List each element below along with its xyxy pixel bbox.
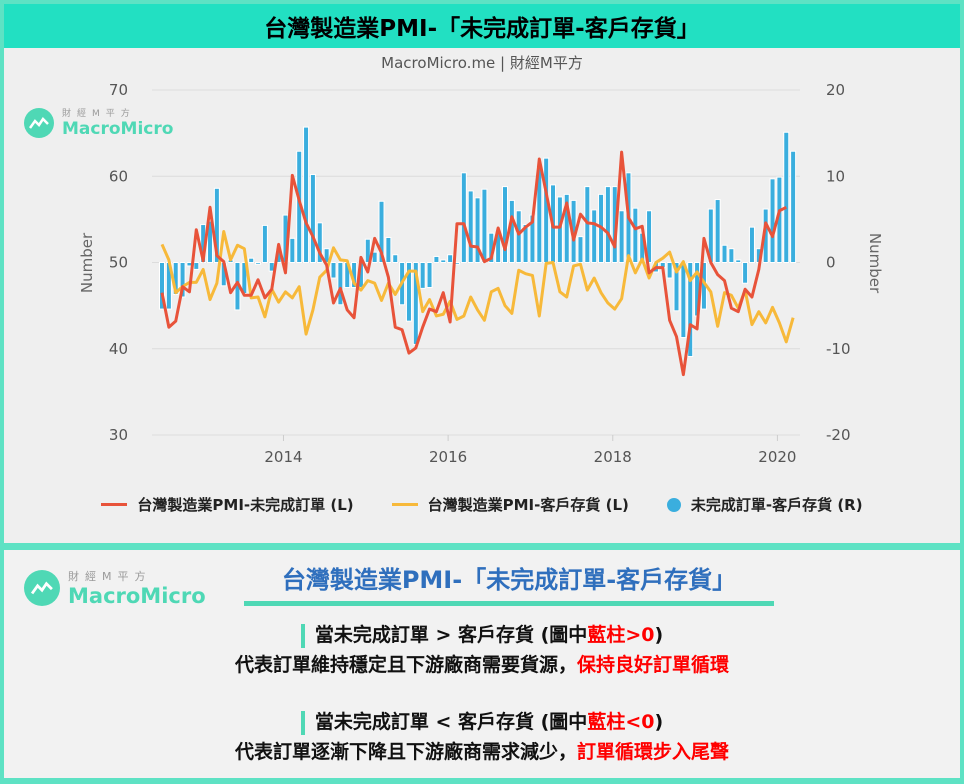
left-axis-tick-label: 40 [109, 340, 128, 358]
bar-difference [255, 262, 262, 265]
x-axis-tick-label: 2018 [594, 448, 632, 466]
red-line-swatch-icon [101, 503, 128, 506]
legend-item-unfilled-orders[interactable]: 台灣製造業PMI-未完成訂單 (L) [101, 494, 354, 515]
bar-difference [303, 126, 310, 264]
blue-dot-swatch-icon [666, 497, 681, 512]
left-axis-tick-label: 70 [109, 81, 128, 99]
left-axis-tick-label: 50 [109, 254, 128, 272]
line-unfilled-orders [160, 150, 787, 377]
bar-difference [213, 187, 220, 263]
bar-difference [159, 262, 165, 310]
bar-difference [447, 254, 454, 264]
bar-difference [330, 262, 337, 279]
bar-difference [460, 172, 467, 263]
bar-difference [646, 210, 653, 263]
right-axis-tick-label: 10 [826, 167, 845, 185]
bar-difference [563, 193, 570, 263]
right-axis-tick-label: -10 [826, 340, 851, 358]
bar-difference [543, 157, 550, 263]
bar-difference [474, 197, 481, 263]
bar-difference [742, 262, 749, 284]
bar-difference [783, 131, 790, 263]
right-axis-tick-label: -20 [826, 426, 851, 444]
legend-item-difference[interactable]: 未完成訂單-客戶存貨 (R) [666, 494, 863, 515]
x-axis-tick-label: 2016 [429, 448, 467, 466]
bar-difference [502, 186, 508, 264]
teal-bar-marker-icon [300, 623, 305, 648]
bar-difference [309, 174, 316, 263]
bar-difference [769, 178, 776, 263]
bar-difference [289, 237, 296, 264]
explanation-line-1: 當未完成訂單 > 客戶存貨 (圖中藍柱>0) [4, 620, 960, 648]
bar-difference [426, 262, 433, 289]
bar-difference [577, 236, 584, 263]
bar-difference [728, 248, 735, 263]
bar-difference [440, 259, 447, 264]
explanation-line-2: 代表訂單維持穩定且下游廠商需要貨源，保持良好訂單循環 [234, 654, 730, 676]
explanation-line-4: 代表訂單逐漸下降且下游廠商需求減少，訂單循環步入尾聲 [234, 741, 730, 763]
bar-difference [193, 262, 200, 270]
bar-difference [748, 226, 755, 263]
chart-title: 台灣製造業PMI-「未完成訂單-客戶存貨」 [4, 4, 960, 48]
bar-difference [522, 224, 529, 264]
line-customer-inventory [160, 229, 795, 344]
bar-difference [666, 262, 673, 279]
right-axis-title: Number [866, 233, 884, 294]
right-axis-tick-label: 0 [826, 254, 836, 272]
chart-legend: 台灣製造業PMI-未完成訂單 (L) 台灣製造業PMI-客戶存貨 (L) 未完成… [4, 494, 960, 515]
bar-difference [179, 262, 186, 298]
bar-difference [337, 262, 344, 306]
bar-difference [735, 259, 742, 264]
x-axis-tick-label: 2020 [758, 448, 796, 466]
bar-difference [591, 209, 598, 263]
bar-difference [364, 238, 371, 263]
left-axis-title: Number [78, 232, 96, 293]
bar-difference [632, 207, 639, 264]
bar-difference [405, 262, 412, 322]
legend-item-customer-inventory[interactable]: 台灣製造業PMI-客戶存貨 (L) [391, 494, 629, 515]
bar-difference [790, 150, 797, 263]
chart-subtitle: MacroMicro.me | 財經M平方 [381, 54, 583, 72]
bar-difference [618, 210, 625, 263]
macromicro-logo: 財經M平方 MacroMicro [24, 106, 173, 139]
bar-difference [673, 262, 680, 312]
bar-difference [556, 196, 563, 263]
bar-difference [385, 236, 392, 264]
bar-difference [604, 186, 611, 264]
bar-difference [261, 224, 268, 264]
logo-chart-icon [24, 107, 54, 138]
macromicro-logo-bottom: 財經M平方 MacroMicro [24, 568, 206, 608]
bar-difference [392, 254, 399, 264]
left-axis-tick-label: 60 [109, 167, 128, 185]
bar-difference [714, 199, 721, 264]
bar-difference [316, 222, 323, 263]
bar-difference [481, 188, 488, 263]
right-axis-tick-label: 20 [826, 81, 845, 99]
bar-difference [721, 244, 728, 263]
logo-chart-icon [24, 570, 60, 606]
bar-difference [207, 220, 214, 264]
bar-difference [433, 255, 440, 263]
bar-difference [687, 262, 694, 358]
bar-difference [378, 200, 385, 263]
chart-plot: 70 20 60 10 50 0 40 -10 30 -20 2014 2016 2018 2020 Num… [78, 81, 884, 466]
teal-bar-marker-icon [300, 710, 305, 735]
bar-difference [467, 190, 474, 264]
x-axis-tick-label: 2014 [264, 448, 302, 466]
bar-difference [248, 257, 255, 263]
explanation-panel: 財經M平方 MacroMicro 台灣製造業PMI-「未完成訂單-客戶存貨」 當… [4, 550, 960, 778]
bar-difference [419, 262, 426, 289]
bar-difference [515, 210, 522, 263]
left-axis-tick-label: 30 [109, 426, 128, 444]
explanation-line-3: 當未完成訂單 < 客戶存貨 (圖中藍柱<0) [4, 707, 960, 735]
yellow-line-swatch-icon [391, 503, 418, 506]
bar-difference [680, 262, 687, 339]
explanation-title: 台灣製造業PMI-「未完成訂單-客戶存貨」 [244, 560, 774, 606]
